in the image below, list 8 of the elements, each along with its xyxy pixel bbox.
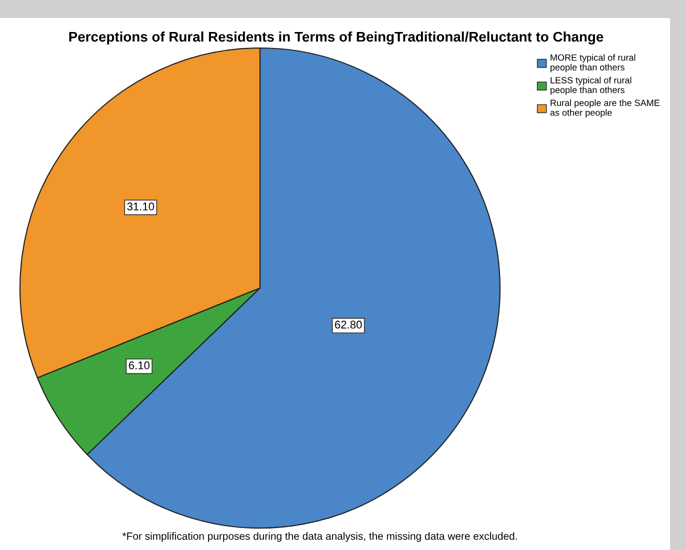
chart-title: Perceptions of Rural Residents in Terms of BeingTraditional/Reluctant to Change [69, 31, 604, 45]
data-label: 6.10 [128, 361, 150, 370]
data-label: 31.10 [127, 202, 154, 210]
text: *For simplification purposes during the data analysis, the missing data were excluded. [122, 532, 517, 542]
legend-label: LESS typical of rural people than others [550, 76, 632, 95]
legend-label: Rural people are the SAME as other people [550, 99, 660, 118]
data-label: 62.80 [335, 320, 362, 329]
legend-label: MORE typical of rural people than others [550, 54, 636, 72]
